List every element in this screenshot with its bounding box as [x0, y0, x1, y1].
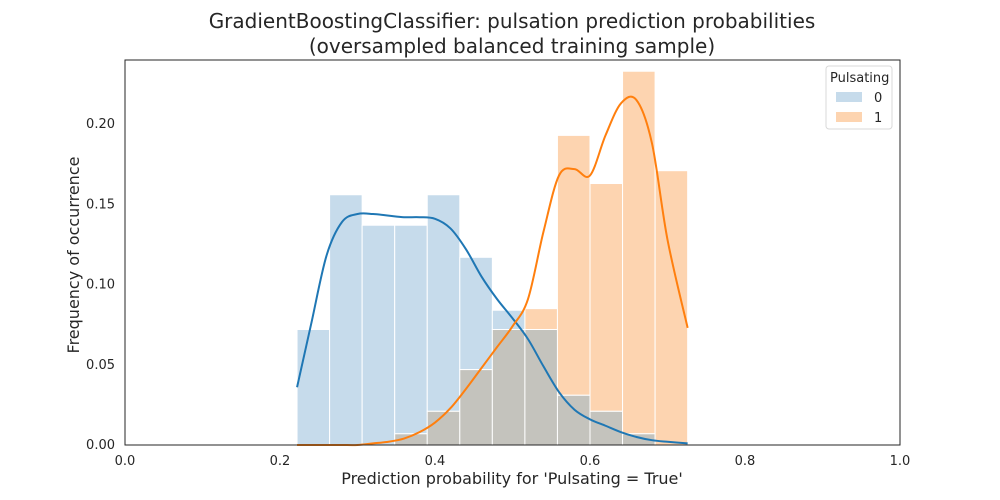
legend-swatch-0	[836, 92, 862, 102]
x-tick-label: 0.6	[580, 454, 601, 469]
kde-line-series-0	[296, 212, 688, 445]
y-tick-label: 0.05	[86, 358, 115, 373]
histogram-bar-1-9	[589, 183, 624, 412]
legend: Pulsating 0 1	[825, 65, 893, 130]
y-tick-label: 0.20	[86, 117, 115, 132]
histogram-bar-1-8	[556, 134, 591, 396]
legend-title: Pulsating	[830, 71, 889, 86]
histogram-bar-overlap-8	[556, 394, 591, 446]
y-tick-label: 0.10	[86, 278, 115, 293]
legend-label-0: 0	[874, 91, 882, 106]
x-tick-label: 0.0	[115, 454, 136, 469]
x-tick-labels: 0.0 0.2 0.4 0.6 0.8 1.0	[115, 454, 911, 469]
histogram-bar-overlap-9	[589, 410, 624, 446]
x-axis-label: Prediction probability for 'Pulsating = …	[341, 469, 683, 488]
x-tick-label: 0.4	[425, 454, 446, 469]
histogram-bar-0-5	[459, 256, 493, 371]
y-tick-label: 0.15	[86, 197, 115, 212]
legend-label-1: 1	[874, 111, 882, 126]
histogram-bar-1-10	[622, 70, 656, 435]
x-tick-label: 0.8	[735, 454, 756, 469]
histogram-bar-1-7	[524, 308, 558, 331]
x-tick-label: 0.2	[270, 454, 291, 469]
y-axis-label: Frequency of occurrence	[64, 157, 83, 354]
histogram-bar-0-1	[329, 194, 363, 446]
histogram-bar-0-3	[394, 224, 428, 435]
legend-swatch-1	[836, 112, 862, 122]
histogram-bar-0-4	[426, 194, 461, 412]
plot-frame	[124, 59, 901, 446]
bars-layer	[296, 70, 689, 446]
histogram-bar-overlap-5	[459, 369, 493, 446]
histogram-bar-0-2	[361, 224, 396, 446]
chart-title-line-1: GradientBoostingClassifier: pulsation pr…	[209, 9, 816, 33]
y-tick-label: 0.00	[86, 438, 115, 453]
histogram-bar-0-0	[296, 329, 331, 446]
x-tick-label: 1.0	[890, 454, 911, 469]
histogram-bar-overlap-7	[524, 329, 558, 446]
y-tick-labels: 0.00 0.05 0.10 0.15 0.20	[86, 117, 115, 453]
chart-title-line-2: (oversampled balanced training sample)	[309, 34, 715, 58]
